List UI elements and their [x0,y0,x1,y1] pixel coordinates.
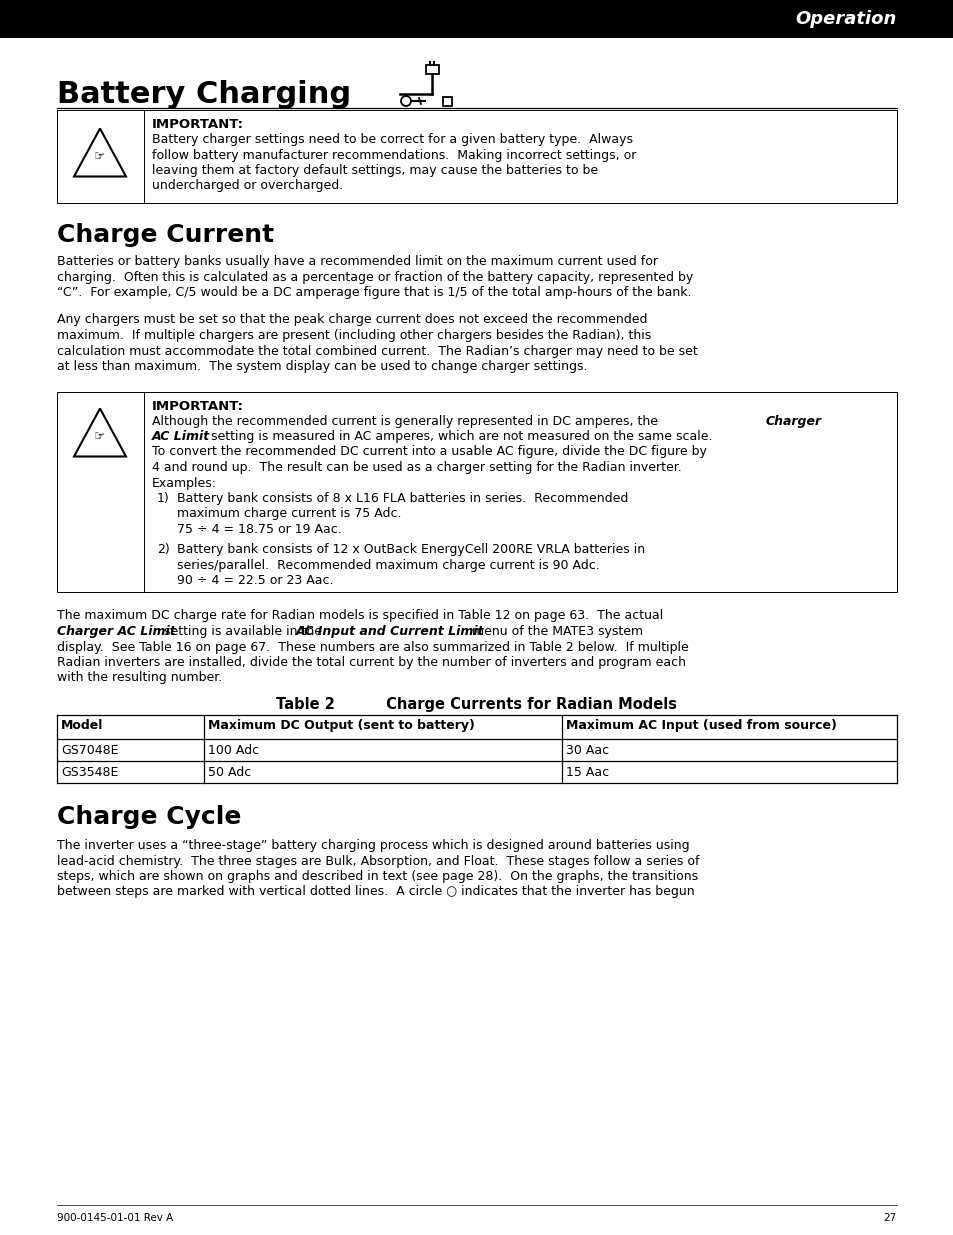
Text: setting is measured in AC amperes, which are not measured on the same scale.: setting is measured in AC amperes, which… [207,430,712,443]
Text: The inverter uses a “three-stage” battery charging process which is designed aro: The inverter uses a “three-stage” batter… [57,839,689,852]
Text: 15 Aac: 15 Aac [565,766,608,779]
Text: Maximum DC Output (sent to battery): Maximum DC Output (sent to battery) [208,719,475,732]
Text: To convert the recommended DC current into a usable AC figure, divide the DC fig: To convert the recommended DC current in… [152,446,706,458]
Text: Battery charger settings need to be correct for a given battery type.  Always: Battery charger settings need to be corr… [152,133,633,146]
Text: calculation must accommodate the total combined current.  The Radian’s charger m: calculation must accommodate the total c… [57,345,697,357]
Bar [442,98,452,106]
Text: The maximum DC charge rate for Radian models is specified in Table 12 on page 63: The maximum DC charge rate for Radian mo… [57,610,662,622]
Text: 4 and round up.  The result can be used as a charger setting for the Radian inve: 4 and round up. The result can be used a… [152,461,681,474]
Text: “C”.  For example, C/5 would be a DC amperage figure that is 1/5 of the total am: “C”. For example, C/5 would be a DC ampe… [57,287,691,299]
Text: 90 ÷ 4 = 22.5 or 23 Aac.: 90 ÷ 4 = 22.5 or 23 Aac. [177,574,334,587]
Text: AC Limit: AC Limit [152,430,210,443]
Text: GS3548E: GS3548E [61,766,118,779]
Text: Charge Cycle: Charge Cycle [57,805,241,829]
Text: Charger AC Limit: Charger AC Limit [57,625,175,638]
Text: Operation: Operation [795,10,896,28]
Text: GS7048E: GS7048E [61,743,118,757]
Text: 100 Adc: 100 Adc [208,743,259,757]
Text: Charge Current: Charge Current [57,224,274,247]
Text: Battery bank consists of 8 x L16 FLA batteries in series.  Recommended: Battery bank consists of 8 x L16 FLA bat… [177,492,628,505]
Text: 1): 1) [157,492,170,505]
Text: 2): 2) [157,543,170,556]
Circle shape [400,96,411,106]
Text: 900-0145-01-01 Rev A: 900-0145-01-01 Rev A [57,1213,173,1223]
Text: Although the recommended current is generally represented in DC amperes, the: Although the recommended current is gene… [152,415,661,427]
Text: Batteries or battery banks usually have a recommended limit on the maximum curre: Batteries or battery banks usually have … [57,254,658,268]
Text: 50 Adc: 50 Adc [208,766,251,779]
Polygon shape [74,409,126,457]
Bar [57,391,896,592]
Text: maximum.  If multiple chargers are present (including other chargers besides the: maximum. If multiple chargers are presen… [57,329,651,342]
Bar [57,110,896,203]
Text: IMPORTANT:: IMPORTANT: [152,399,244,412]
Text: AC Input and Current Limit: AC Input and Current Limit [295,625,484,638]
Text: ☞: ☞ [94,149,106,163]
Bar [426,65,438,74]
Text: lead-acid chemistry.  The three stages are Bulk, Absorption, and Float.  These s: lead-acid chemistry. The three stages ar… [57,855,699,867]
Text: Maximum AC Input (used from source): Maximum AC Input (used from source) [565,719,836,732]
Text: maximum charge current is 75 Adc.: maximum charge current is 75 Adc. [177,508,401,520]
Text: undercharged or overcharged.: undercharged or overcharged. [152,179,343,193]
Text: Any chargers must be set so that the peak charge current does not exceed the rec: Any chargers must be set so that the pea… [57,314,647,326]
Text: Radian inverters are installed, divide the total current by the number of invert: Radian inverters are installed, divide t… [57,656,685,669]
Text: 75 ÷ 4 = 18.75 or 19 Aac.: 75 ÷ 4 = 18.75 or 19 Aac. [177,522,341,536]
Text: charging.  Often this is calculated as a percentage or fraction of the battery c: charging. Often this is calculated as a … [57,270,693,284]
Text: 30 Aac: 30 Aac [565,743,608,757]
Text: leaving them at factory default settings, may cause the batteries to be: leaving them at factory default settings… [152,164,598,177]
Text: menu of the MATE3 system: menu of the MATE3 system [468,625,642,638]
Text: Model: Model [61,719,103,732]
Polygon shape [74,128,126,177]
Text: Battery Charging: Battery Charging [57,80,351,109]
Text: with the resulting number.: with the resulting number. [57,672,222,684]
Text: 27: 27 [882,1213,896,1223]
Bar [0,0,953,38]
Text: series/parallel.  Recommended maximum charge current is 90 Adc.: series/parallel. Recommended maximum cha… [177,558,599,572]
Text: Table 2          Charge Currents for Radian Models: Table 2 Charge Currents for Radian Model… [276,697,677,713]
Text: at less than maximum.  The system display can be used to change charger settings: at less than maximum. The system display… [57,359,587,373]
Text: follow battery manufacturer recommendations.  Making incorrect settings, or: follow battery manufacturer recommendati… [152,148,636,162]
Text: Examples:: Examples: [152,477,216,489]
Text: ☞: ☞ [94,430,106,443]
Text: Battery bank consists of 12 x OutBack EnergyCell 200RE VRLA batteries in: Battery bank consists of 12 x OutBack En… [177,543,644,556]
Text: display.  See Table 16 on page 67.  These numbers are also summarized in Table 2: display. See Table 16 on page 67. These … [57,641,688,653]
Text: setting is available in the: setting is available in the [160,625,326,638]
Text: steps, which are shown on graphs and described in text (see page 28).  On the gr: steps, which are shown on graphs and des… [57,869,698,883]
Text: Charger: Charger [765,415,821,427]
Text: IMPORTANT:: IMPORTANT: [152,119,244,131]
Text: between steps are marked with vertical dotted lines.  A circle ○ indicates that : between steps are marked with vertical d… [57,885,694,899]
